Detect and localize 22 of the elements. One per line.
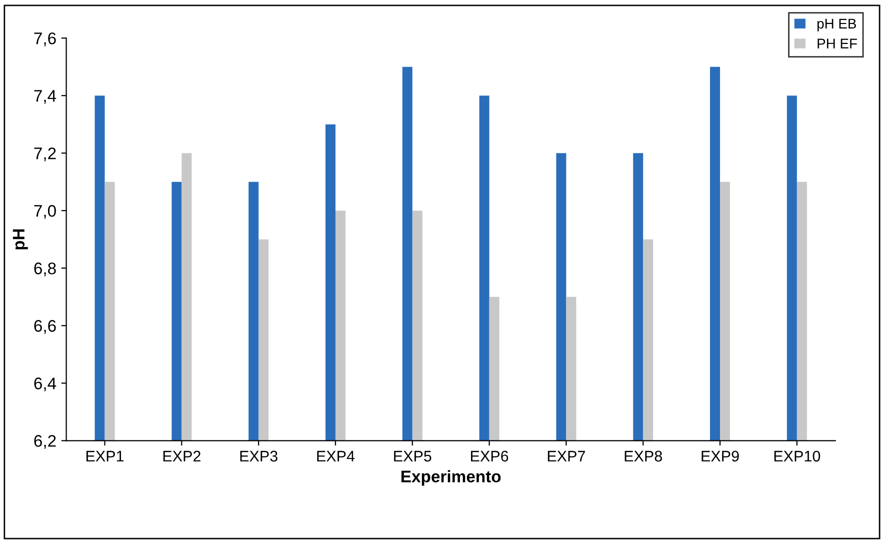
x-tick-label: EXP10 <box>774 450 820 462</box>
x-tick-label: EXP2 <box>163 450 200 462</box>
y-tick-label: 7,0 <box>34 205 56 219</box>
x-axis-title: Experimento <box>401 470 501 486</box>
y-tick-label: 7,4 <box>34 90 56 104</box>
y-tick-label: 7,2 <box>34 148 56 162</box>
y-tick-label: 6,4 <box>34 378 56 392</box>
y-tick-label: 6,2 <box>34 435 56 449</box>
x-tick-label: EXP6 <box>471 450 508 462</box>
x-tick-label: EXP9 <box>702 450 739 462</box>
x-tick-label: EXP5 <box>394 450 432 462</box>
x-tick-label: EXP3 <box>240 450 278 462</box>
y-axis-title: pH <box>12 229 28 250</box>
x-tick-label: EXP7 <box>548 450 585 462</box>
legend-label: PH EF <box>818 38 857 48</box>
legend-label: pH EB <box>817 18 856 32</box>
y-tick-label: 6,8 <box>34 262 56 276</box>
x-tick-label: EXP1 <box>86 450 124 462</box>
y-tick-label: 7,6 <box>34 32 56 46</box>
y-tick-label: 6,6 <box>34 320 56 334</box>
x-tick-label: EXP8 <box>624 450 662 462</box>
x-tick-label: EXP4 <box>317 450 355 462</box>
